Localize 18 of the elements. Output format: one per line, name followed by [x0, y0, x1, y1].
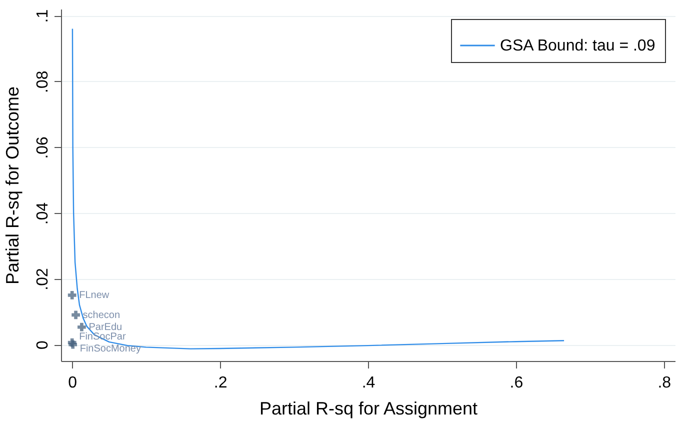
x-tick-label: .6: [510, 374, 524, 392]
x-tick-label: .4: [362, 374, 376, 392]
x-tick-label: .8: [658, 374, 672, 392]
x-axis-title: Partial R-sq for Assignment: [259, 398, 478, 418]
annotation: schecon: [82, 310, 120, 321]
x-tick-label: .2: [214, 374, 228, 392]
x-tick-label: 0: [68, 374, 78, 392]
annotation: FLnew: [79, 290, 110, 302]
y-axis-title: Partial R-sq for Outcome: [2, 86, 22, 285]
y-tick-label: 0: [34, 340, 52, 350]
y-tick-label: .02: [34, 268, 52, 290]
y-tick-label: .08: [34, 70, 52, 93]
y-tick-label: .04: [34, 202, 52, 225]
y-tick-label: .1: [34, 9, 52, 23]
y-tick-label: .06: [34, 136, 52, 159]
annotation: FinSocMoney: [80, 344, 141, 355]
annotation: ParEdu: [88, 322, 122, 334]
legend-label: GSA Bound: tau = .09: [500, 38, 656, 54]
